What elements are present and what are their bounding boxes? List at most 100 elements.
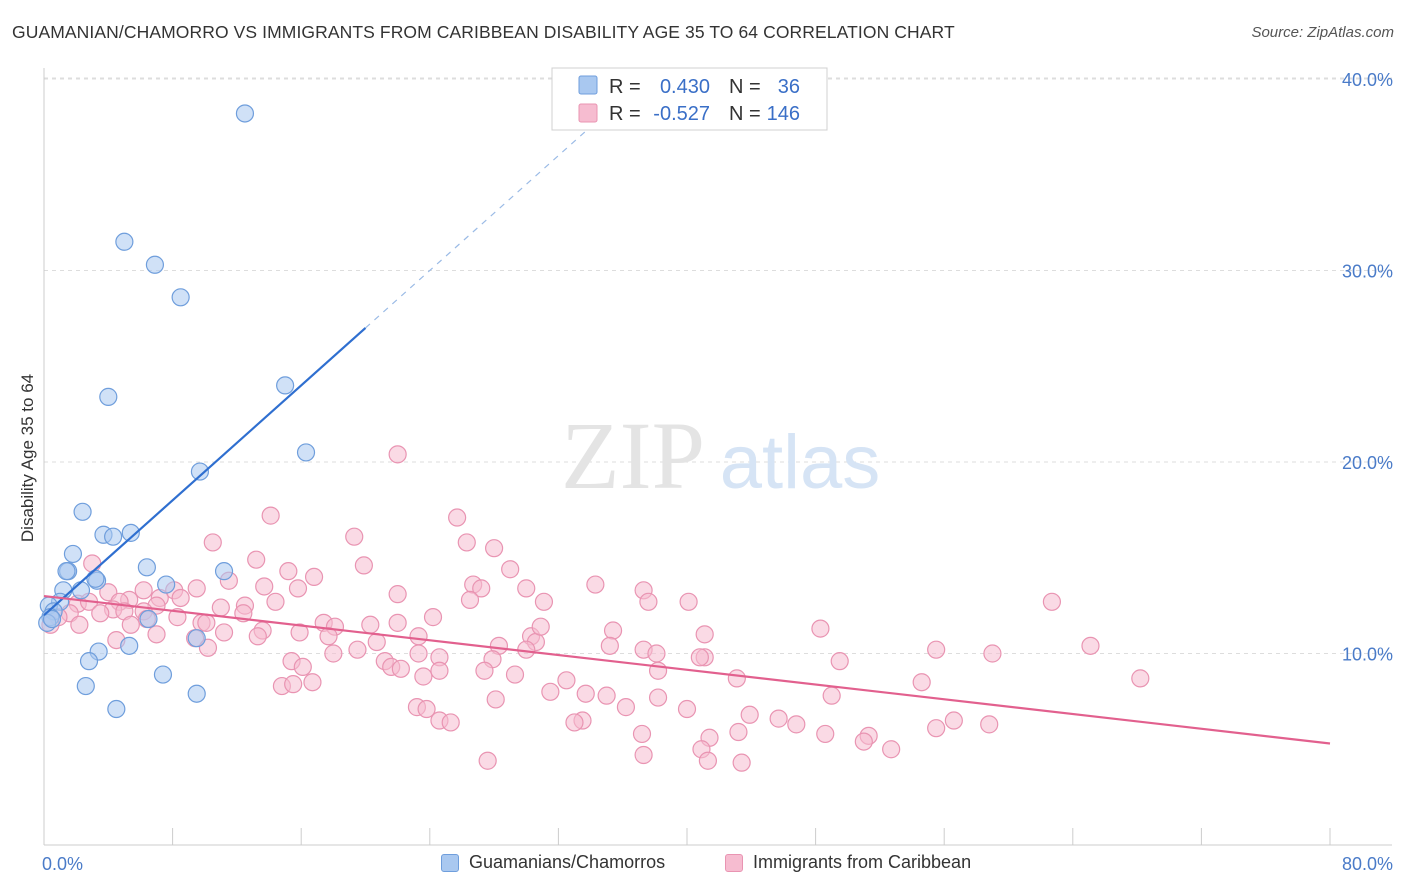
caribbean-point: [603, 621, 623, 640]
caribbean-points: [41, 445, 1150, 772]
guamanian-point: [235, 104, 255, 123]
gridlines: [44, 77, 1392, 654]
caribbean-point: [211, 598, 230, 617]
caribbean-point: [304, 567, 324, 587]
caribbean-point: [534, 592, 554, 611]
caribbean-point: [448, 508, 467, 527]
caribbean-point: [732, 753, 751, 772]
guamanian-points: [38, 104, 316, 719]
legend-label-caribbean: Immigrants from Caribbean: [753, 852, 972, 872]
caribbean-point: [616, 698, 636, 717]
caribbean-point: [1042, 592, 1062, 611]
caribbean-point: [348, 640, 367, 659]
caribbean-point: [679, 592, 698, 611]
guamanian-point: [115, 232, 134, 251]
caribbean-point: [475, 661, 494, 680]
guamanian-point: [187, 684, 206, 703]
guamanian-point: [121, 523, 140, 542]
guamanian-point: [99, 387, 118, 406]
caribbean-point: [597, 686, 616, 705]
legend-r-label-2: R =: [609, 103, 641, 125]
legend-n-label-2: N =: [729, 103, 761, 125]
caribbean-point: [816, 724, 835, 744]
caribbean-point: [634, 745, 653, 765]
caribbean-point: [811, 619, 830, 638]
caribbean-point: [187, 579, 206, 598]
caribbean-point: [134, 581, 153, 600]
caribbean-point: [501, 560, 520, 579]
caribbean-point: [472, 579, 491, 598]
caribbean-point: [266, 592, 285, 611]
caribbean-point: [248, 627, 267, 646]
guamanian-point: [190, 462, 210, 481]
caribbean-point: [457, 533, 476, 552]
legend-swatch-pink: [725, 853, 743, 872]
caribbean-point: [695, 625, 714, 644]
guamanian-point: [139, 609, 158, 629]
guamanian-point: [145, 255, 165, 274]
caribbean-point: [430, 661, 449, 680]
caribbean-point: [345, 527, 364, 546]
caribbean-point: [1131, 669, 1150, 688]
caribbean-point: [197, 613, 216, 632]
caribbean-point: [203, 533, 222, 552]
caribbean-point: [927, 719, 946, 738]
legend-r-value-1: 0.430: [660, 76, 710, 98]
chart-source: Source: ZipAtlas.com: [1251, 24, 1394, 41]
caribbean-point: [677, 699, 697, 719]
caribbean-point: [830, 652, 849, 671]
legend-r-value-2: -0.527: [653, 103, 710, 125]
legend-swatch-caribbean: [578, 103, 598, 123]
guamanian-point: [276, 376, 295, 395]
watermark-zip: ZIP: [561, 402, 705, 509]
caribbean-point: [414, 667, 433, 686]
legend-swatch-blue: [441, 853, 459, 872]
guamanian-point: [153, 665, 173, 684]
caribbean-point: [388, 445, 407, 464]
caribbean-point: [517, 579, 536, 598]
caribbean-point: [1081, 636, 1100, 655]
guamanian-trend-line: [43, 327, 367, 617]
caribbean-point: [255, 577, 274, 596]
caribbean-point: [576, 684, 595, 703]
y-tick-label: 30.0%: [1342, 262, 1393, 282]
guamanian-trend-extension: [365, 97, 624, 329]
caribbean-point: [586, 575, 605, 594]
legend-item-caribbean: Immigrants from Caribbean: [725, 852, 971, 873]
guamanian-point: [42, 609, 62, 629]
y-tick-label: 40.0%: [1342, 70, 1393, 90]
guamanian-point: [157, 575, 176, 594]
caribbean-point: [261, 506, 280, 525]
caribbean-point: [557, 671, 576, 690]
caribbean-point: [284, 675, 303, 694]
guamanian-point: [104, 527, 123, 546]
caribbean-point: [822, 686, 841, 705]
legend-n-label-1: N =: [729, 76, 761, 98]
caribbean-point: [417, 699, 436, 719]
legend-n-value-2: 146: [767, 103, 800, 125]
guamanian-point: [171, 288, 190, 307]
caribbean-point: [632, 724, 652, 744]
caribbean-point: [505, 665, 525, 684]
caribbean-point: [91, 604, 110, 623]
watermark: ZIP atlas: [561, 402, 880, 509]
guamanian-point: [76, 676, 95, 696]
chart-title: GUAMANIAN/CHAMORRO VS IMMIGRANTS FROM CA…: [12, 22, 955, 42]
caribbean-point: [147, 625, 166, 644]
x-tick-label-max: 80.0%: [1342, 854, 1393, 874]
caribbean-point: [478, 751, 497, 770]
caribbean-point: [639, 592, 658, 611]
guamanian-point: [79, 652, 99, 671]
caribbean-point: [769, 709, 788, 728]
caribbean-point: [541, 682, 560, 701]
correlation-legend: R = 0.430 N = 36 R = -0.527 N = 146: [551, 67, 828, 131]
caribbean-point: [409, 644, 428, 663]
caribbean-point: [303, 673, 322, 692]
caribbean-point: [912, 673, 931, 692]
legend-n-value-1: 36: [778, 76, 800, 98]
caribbean-point: [214, 623, 234, 642]
caribbean-point: [409, 627, 428, 646]
guamanian-point: [120, 636, 139, 655]
y-tick-label: 10.0%: [1342, 645, 1393, 665]
